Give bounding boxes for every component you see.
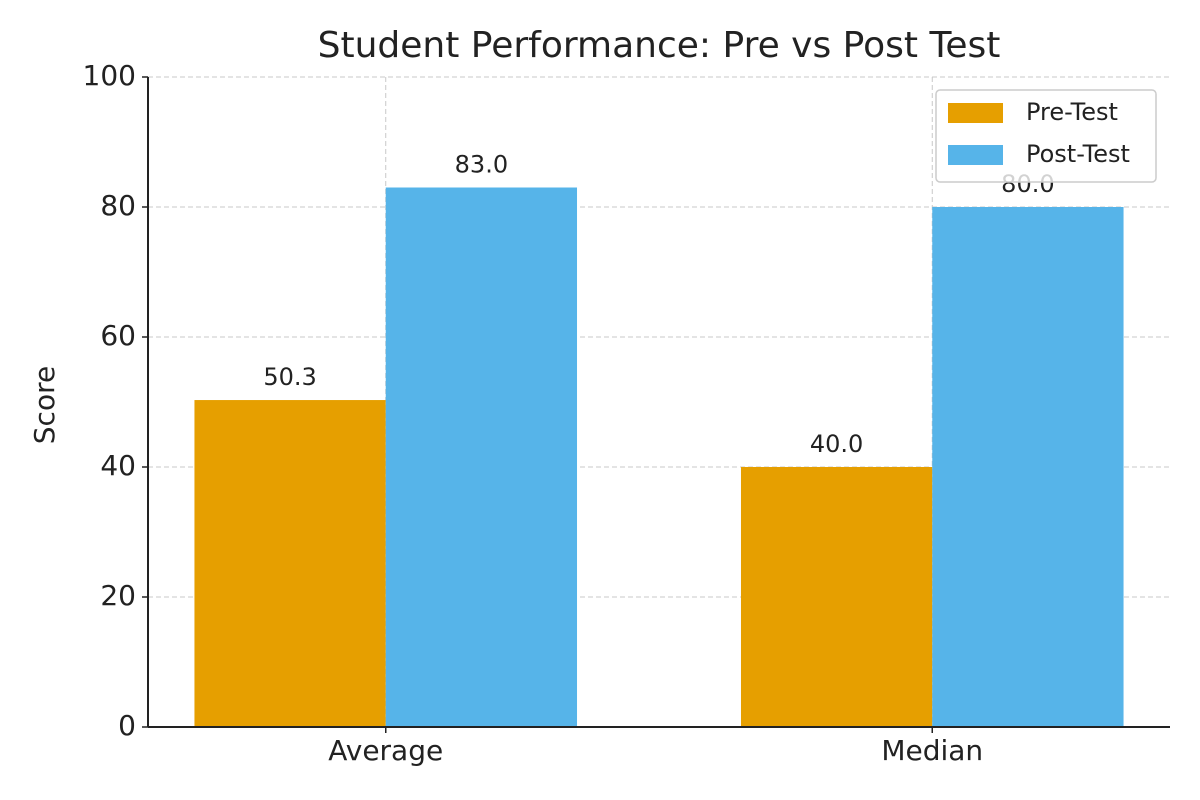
legend-label: Post-Test — [1026, 140, 1130, 168]
value-label: 83.0 — [455, 151, 508, 179]
bar — [740, 467, 933, 727]
value-label: 40.0 — [810, 430, 863, 458]
y-tick-label: 20 — [100, 579, 136, 612]
y-tick-label: 60 — [100, 319, 136, 352]
bar — [194, 400, 386, 727]
value-label: 50.3 — [263, 363, 316, 391]
legend-swatch — [948, 145, 1003, 165]
bar — [385, 187, 578, 727]
chart-title: Student Performance: Pre vs Post Test — [318, 25, 1001, 66]
legend-label: Pre-Test — [1026, 98, 1118, 126]
legend: Pre-Test Post-Test — [935, 89, 1157, 183]
x-tick-label: Median — [881, 734, 983, 767]
y-tick-label: 0 — [118, 709, 136, 742]
y-tick-label: 80 — [100, 189, 136, 222]
x-tick-label: Average — [328, 734, 443, 767]
y-axis-label: Score — [28, 366, 61, 444]
y-tick-label: 40 — [100, 449, 136, 482]
legend-swatch — [948, 103, 1003, 123]
bar — [932, 207, 1124, 727]
y-tick-label: 100 — [83, 59, 136, 92]
